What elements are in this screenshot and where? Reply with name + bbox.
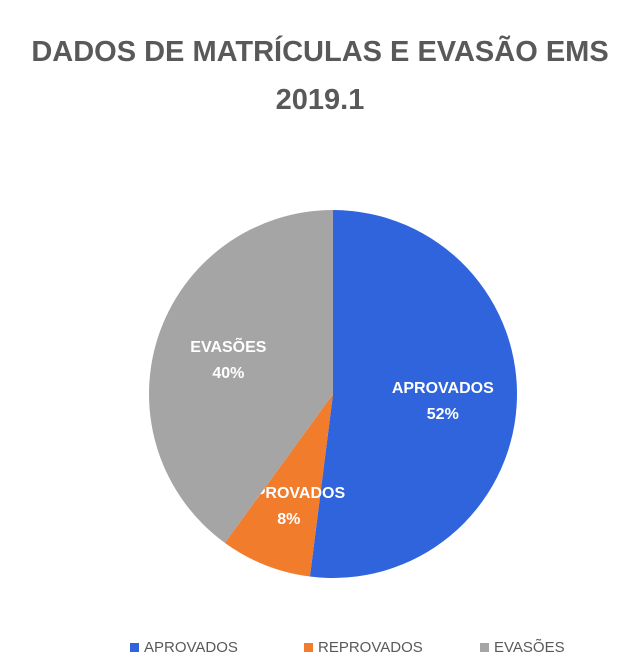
legend-label: EVASÕES bbox=[494, 639, 565, 656]
legend-label: APROVADOS bbox=[144, 639, 238, 656]
data-label-name: APROVADOS bbox=[392, 380, 494, 397]
legend-swatch bbox=[130, 643, 139, 652]
chart-title: DADOS DE MATRÍCULAS E EVASÃO EMS 2019.1 bbox=[31, 36, 609, 116]
data-label-value: 8% bbox=[277, 511, 300, 528]
legend-swatch bbox=[480, 643, 489, 652]
legend-swatch bbox=[304, 643, 313, 652]
pie-slice bbox=[224, 394, 333, 577]
data-label-value: 52% bbox=[427, 406, 459, 423]
pie-slice bbox=[309, 210, 517, 578]
data-label-value: 40% bbox=[212, 365, 244, 382]
data-label-name: EVASÕES bbox=[190, 336, 267, 356]
pie-slice bbox=[148, 210, 333, 543]
legend-label: REPROVADOS bbox=[318, 639, 423, 656]
